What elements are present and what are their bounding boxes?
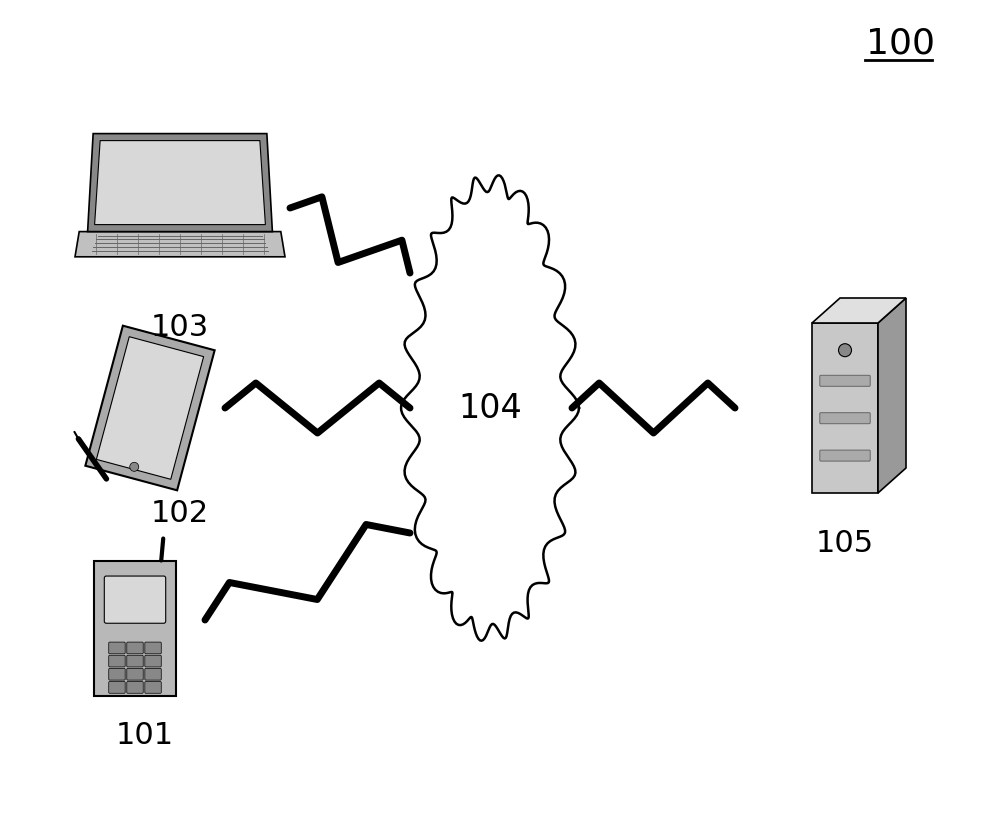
- Text: 104: 104: [458, 392, 522, 425]
- FancyBboxPatch shape: [109, 642, 125, 654]
- Text: 102: 102: [151, 498, 209, 528]
- FancyBboxPatch shape: [109, 668, 125, 680]
- Polygon shape: [96, 337, 204, 479]
- Text: 100: 100: [866, 26, 934, 60]
- Circle shape: [130, 462, 139, 471]
- FancyBboxPatch shape: [820, 450, 870, 461]
- Circle shape: [838, 344, 852, 357]
- Polygon shape: [401, 175, 579, 640]
- Polygon shape: [85, 326, 215, 490]
- Polygon shape: [812, 323, 878, 493]
- FancyBboxPatch shape: [145, 668, 161, 680]
- FancyBboxPatch shape: [145, 655, 161, 667]
- Polygon shape: [95, 141, 265, 225]
- FancyBboxPatch shape: [145, 642, 161, 654]
- Text: 103: 103: [151, 313, 209, 343]
- FancyBboxPatch shape: [127, 642, 143, 654]
- Text: 105: 105: [816, 528, 874, 558]
- FancyBboxPatch shape: [127, 681, 143, 694]
- Polygon shape: [88, 133, 272, 231]
- Polygon shape: [812, 298, 906, 323]
- FancyBboxPatch shape: [127, 655, 143, 667]
- Polygon shape: [75, 231, 285, 257]
- FancyBboxPatch shape: [109, 655, 125, 667]
- FancyBboxPatch shape: [104, 576, 166, 623]
- FancyBboxPatch shape: [127, 668, 143, 680]
- FancyBboxPatch shape: [109, 681, 125, 694]
- Text: 101: 101: [116, 721, 174, 750]
- FancyBboxPatch shape: [820, 413, 870, 424]
- FancyBboxPatch shape: [820, 375, 870, 386]
- Polygon shape: [94, 560, 176, 695]
- Polygon shape: [878, 298, 906, 493]
- FancyBboxPatch shape: [145, 681, 161, 694]
